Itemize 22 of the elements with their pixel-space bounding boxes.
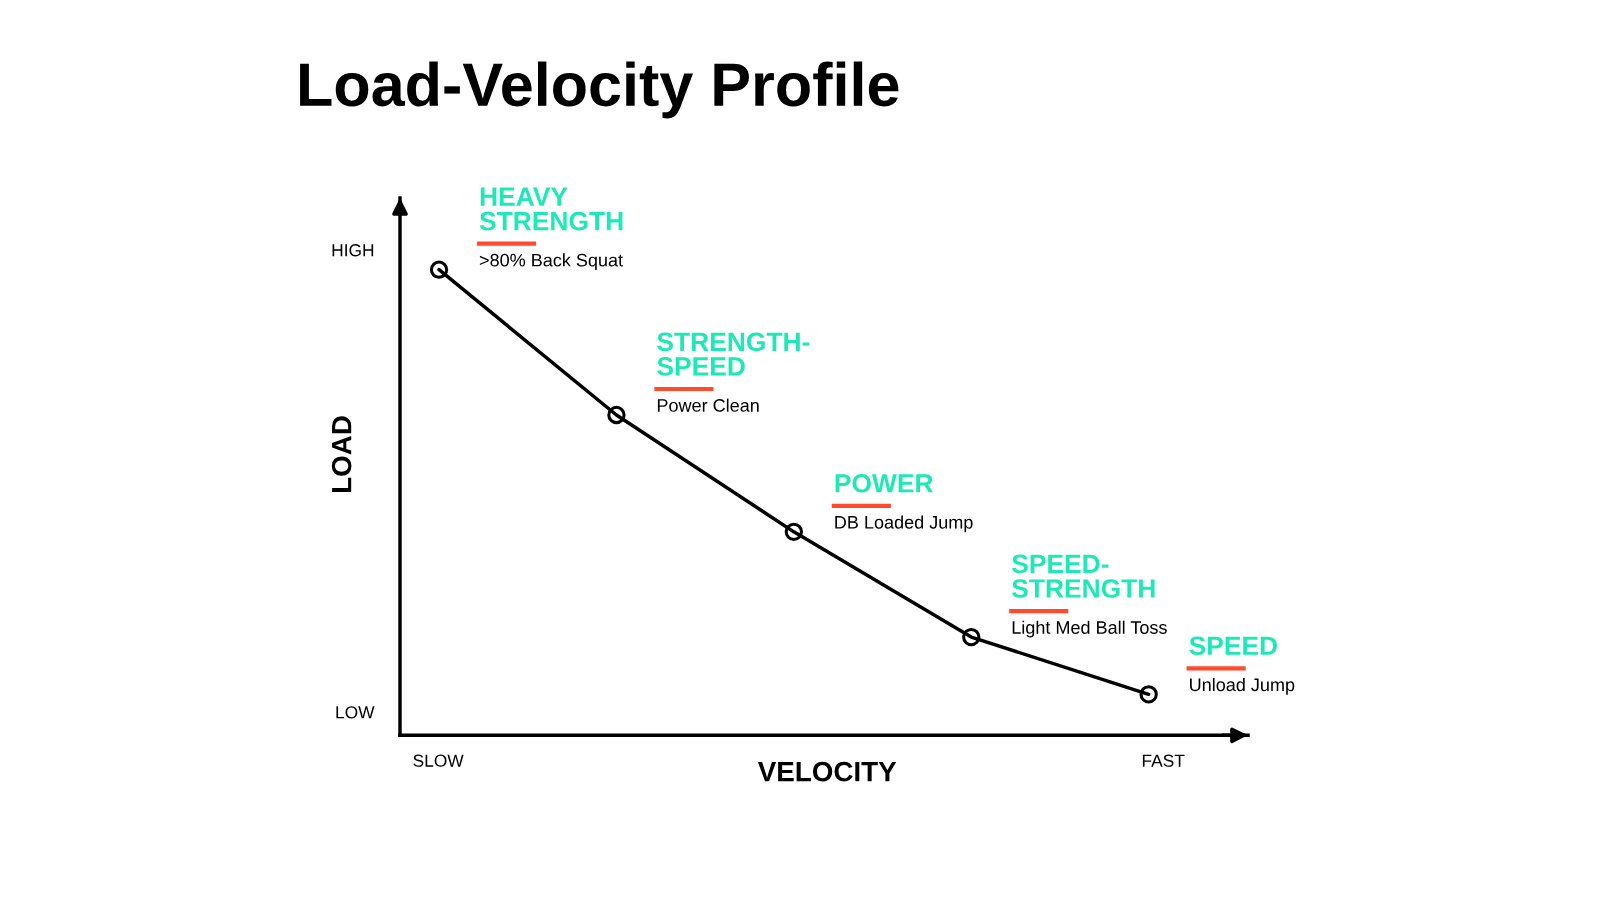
text: HEAVY STRENGTH [479,187,623,231]
y-axis-title: LOAD [331,416,352,492]
text: FAST [1142,754,1185,767]
annotation: Light Med Ball Toss [1012,620,1167,638]
point [962,627,981,647]
text: HIGH [332,244,374,257]
annotation: Unload Jump [1190,677,1295,695]
annotation: >80% Back Squat [479,253,623,271]
annotation: POWER [835,473,933,493]
text: LOW [336,706,375,719]
annotation: SPEED [1189,636,1278,656]
annotation: SPEED- STRENGTH [1012,554,1155,598]
text: SLOW [413,754,464,767]
chart-title: Load-Velocity Profile [300,61,899,119]
annotation: STRENGTH- SPEED [657,332,810,376]
point [607,405,626,425]
point [429,260,449,279]
point [1139,685,1158,704]
annotation: Power Clean [657,398,759,412]
annotation: DB Loaded Jump [835,515,973,533]
x-axis-title: VELOCITY [757,761,897,782]
point [784,522,804,541]
